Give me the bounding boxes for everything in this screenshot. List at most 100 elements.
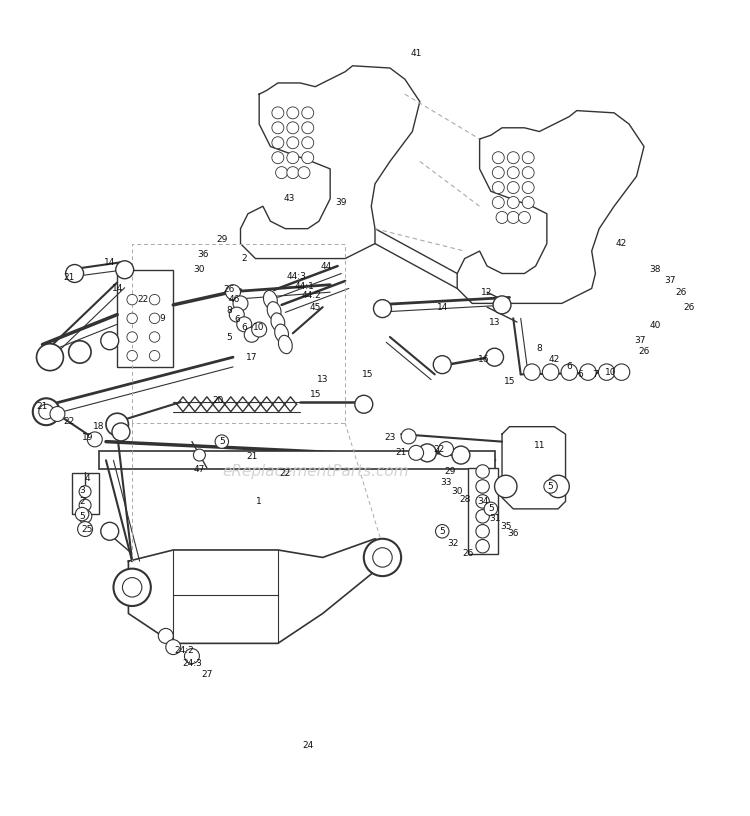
Text: 37: 37 bbox=[634, 336, 646, 345]
Circle shape bbox=[439, 441, 454, 457]
Text: 42: 42 bbox=[616, 239, 627, 248]
Text: 35: 35 bbox=[500, 521, 512, 530]
Circle shape bbox=[302, 152, 313, 164]
Circle shape bbox=[493, 296, 511, 314]
Circle shape bbox=[302, 107, 313, 119]
Text: 44:2: 44:2 bbox=[302, 290, 321, 299]
Text: 30: 30 bbox=[194, 265, 206, 274]
Text: 22: 22 bbox=[63, 417, 74, 426]
Text: 10: 10 bbox=[604, 368, 616, 377]
Text: 13: 13 bbox=[489, 317, 500, 326]
Text: 34: 34 bbox=[478, 497, 489, 506]
Circle shape bbox=[272, 122, 284, 134]
Circle shape bbox=[522, 182, 534, 193]
Text: 23: 23 bbox=[384, 433, 396, 442]
Text: 14: 14 bbox=[104, 258, 116, 267]
Text: 21: 21 bbox=[37, 402, 48, 411]
Circle shape bbox=[244, 327, 260, 342]
Circle shape bbox=[184, 649, 200, 663]
Text: 26: 26 bbox=[683, 303, 694, 312]
Text: 5: 5 bbox=[440, 527, 446, 536]
Text: 15: 15 bbox=[504, 377, 515, 386]
Circle shape bbox=[75, 508, 88, 521]
FancyBboxPatch shape bbox=[72, 473, 98, 514]
Ellipse shape bbox=[267, 302, 281, 320]
Circle shape bbox=[66, 264, 83, 282]
Circle shape bbox=[78, 510, 92, 523]
FancyBboxPatch shape bbox=[117, 270, 173, 367]
Text: 26: 26 bbox=[676, 288, 687, 297]
Circle shape bbox=[484, 502, 497, 516]
Circle shape bbox=[298, 166, 310, 179]
Circle shape bbox=[492, 152, 504, 164]
Text: 42: 42 bbox=[549, 355, 560, 364]
Text: 16: 16 bbox=[478, 355, 489, 364]
Text: 39: 39 bbox=[336, 198, 347, 207]
Circle shape bbox=[149, 313, 160, 324]
Text: 6: 6 bbox=[566, 362, 572, 371]
Circle shape bbox=[518, 211, 530, 224]
Circle shape bbox=[476, 465, 489, 478]
Circle shape bbox=[286, 122, 298, 134]
Text: 25: 25 bbox=[82, 525, 93, 534]
Circle shape bbox=[433, 356, 451, 374]
Text: 15: 15 bbox=[310, 390, 321, 399]
Circle shape bbox=[522, 152, 534, 164]
Text: 14: 14 bbox=[436, 303, 448, 312]
Text: 44:1: 44:1 bbox=[294, 282, 314, 290]
Text: eReplacementParts.com: eReplacementParts.com bbox=[222, 464, 409, 479]
Text: 18: 18 bbox=[93, 422, 104, 431]
Circle shape bbox=[580, 364, 596, 380]
Circle shape bbox=[50, 406, 65, 421]
Text: 26: 26 bbox=[638, 348, 650, 357]
Text: 22: 22 bbox=[138, 295, 149, 304]
Text: 2: 2 bbox=[242, 254, 247, 263]
Text: 21: 21 bbox=[395, 448, 406, 457]
Circle shape bbox=[507, 166, 519, 179]
Circle shape bbox=[127, 332, 137, 342]
Circle shape bbox=[492, 182, 504, 193]
Circle shape bbox=[286, 166, 298, 179]
Text: 45: 45 bbox=[310, 303, 321, 312]
Circle shape bbox=[112, 423, 130, 441]
Circle shape bbox=[149, 350, 160, 361]
Text: 44: 44 bbox=[321, 261, 332, 271]
Text: 19: 19 bbox=[82, 433, 93, 442]
Text: 24:3: 24:3 bbox=[182, 659, 202, 668]
Circle shape bbox=[127, 313, 137, 324]
Circle shape bbox=[419, 444, 436, 462]
Text: 44:3: 44:3 bbox=[286, 272, 307, 281]
Text: 5: 5 bbox=[80, 512, 85, 521]
Text: 21: 21 bbox=[63, 273, 74, 282]
Circle shape bbox=[286, 152, 298, 164]
Text: 46: 46 bbox=[229, 295, 240, 304]
Circle shape bbox=[302, 122, 313, 134]
Text: 5: 5 bbox=[219, 437, 225, 446]
Text: 36: 36 bbox=[197, 251, 209, 259]
Circle shape bbox=[494, 475, 517, 498]
Circle shape bbox=[233, 296, 248, 311]
Circle shape bbox=[492, 166, 504, 179]
Text: 17: 17 bbox=[246, 353, 257, 361]
Ellipse shape bbox=[271, 313, 285, 331]
Circle shape bbox=[275, 166, 287, 179]
Circle shape bbox=[524, 364, 540, 380]
Circle shape bbox=[364, 539, 401, 576]
Circle shape bbox=[544, 480, 557, 493]
Text: 20: 20 bbox=[212, 396, 223, 405]
Text: 7: 7 bbox=[592, 370, 598, 379]
Circle shape bbox=[166, 640, 181, 654]
Circle shape bbox=[507, 211, 519, 224]
Text: 24:2: 24:2 bbox=[175, 646, 194, 655]
Text: 47: 47 bbox=[194, 465, 205, 474]
Text: 2: 2 bbox=[80, 497, 85, 506]
Circle shape bbox=[100, 332, 118, 350]
Circle shape bbox=[37, 344, 64, 370]
Circle shape bbox=[485, 348, 503, 366]
Text: 22: 22 bbox=[433, 445, 444, 454]
Text: 26: 26 bbox=[224, 286, 235, 295]
Circle shape bbox=[33, 398, 60, 425]
FancyBboxPatch shape bbox=[98, 450, 494, 469]
Text: 5: 5 bbox=[226, 332, 232, 342]
Ellipse shape bbox=[263, 290, 278, 308]
